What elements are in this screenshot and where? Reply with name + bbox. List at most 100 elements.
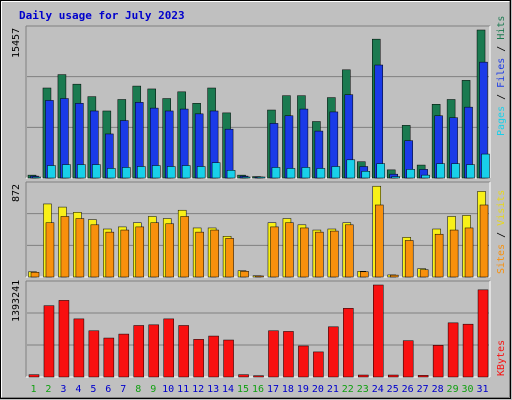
day-kbytes-bar bbox=[163, 318, 174, 378]
day-pages-bar bbox=[406, 169, 415, 179]
day-pages-bar bbox=[301, 167, 311, 179]
day-pages-bar bbox=[271, 167, 281, 179]
day-label: 17 bbox=[267, 384, 279, 395]
day-files-bar bbox=[374, 64, 384, 179]
day-pages-bar bbox=[226, 170, 236, 179]
day-kbytes-bar bbox=[43, 305, 55, 378]
day-sites-bar bbox=[45, 222, 55, 278]
day-kbytes-bar bbox=[328, 326, 339, 378]
day-kbytes-bar bbox=[73, 318, 85, 378]
day-kbytes-bar bbox=[133, 325, 145, 378]
day-pages-bar bbox=[316, 168, 326, 179]
day-label: 24 bbox=[372, 384, 384, 395]
day-label: 5 bbox=[90, 384, 96, 395]
day-label: 25 bbox=[387, 384, 399, 395]
ymax-label-visits: 872 bbox=[11, 184, 22, 202]
day-pages-bar bbox=[391, 176, 400, 179]
day-kbytes-bar bbox=[253, 375, 264, 378]
day-kbytes-bar bbox=[343, 308, 354, 378]
day-sites-bar bbox=[60, 216, 70, 278]
day-kbytes-bar bbox=[118, 333, 130, 378]
day-label: 1 bbox=[30, 384, 36, 395]
day-sites-bar bbox=[240, 271, 249, 278]
day-sites-bar bbox=[345, 224, 354, 278]
day-pages-bar bbox=[47, 165, 56, 179]
legend-hits: Hits bbox=[496, 16, 507, 40]
day-kbytes-bar bbox=[417, 375, 429, 378]
day-sites-bar bbox=[30, 272, 40, 278]
day-pages-bar bbox=[376, 163, 386, 179]
legend-sep-1: / bbox=[496, 88, 507, 106]
panel-hits-files-pages bbox=[25, 25, 491, 179]
day-label: 26 bbox=[402, 384, 414, 395]
day-pages-bar bbox=[256, 176, 266, 179]
day-sites-bar bbox=[300, 227, 309, 278]
day-sites-bar bbox=[255, 275, 264, 278]
day-label: 31 bbox=[476, 384, 488, 395]
legend-sep-2: / bbox=[496, 40, 507, 58]
day-sites-bar bbox=[210, 229, 219, 278]
day-label: 9 bbox=[150, 384, 156, 395]
day-kbytes-bar bbox=[402, 340, 414, 378]
legend-visits-sites: Sites / Visits bbox=[496, 190, 507, 274]
x-axis-day-labels: 1 2 3 4 5 6 7 8 9 10 11 12 13 14 15 16 17 18 19 20 21 22 23 24 2… bbox=[30, 384, 488, 395]
day-pages-bar bbox=[92, 164, 101, 179]
day-pages-bar bbox=[421, 174, 430, 179]
day-sites-bar bbox=[375, 204, 384, 278]
day-pages-bar bbox=[286, 168, 296, 179]
legend-hits-files-pages: Pages / Files / Hits bbox=[496, 16, 507, 136]
day-sites-bar bbox=[120, 229, 130, 278]
day-kbytes-bar bbox=[447, 322, 459, 378]
day-label: 16 bbox=[252, 384, 264, 395]
day-label: 15 bbox=[237, 384, 249, 395]
day-label: 14 bbox=[222, 384, 234, 395]
legend-files: Files bbox=[496, 58, 507, 88]
day-kbytes-bar bbox=[88, 330, 100, 378]
day-pages-bar bbox=[151, 165, 161, 179]
day-sites-bar bbox=[150, 222, 159, 278]
day-sites-bar bbox=[180, 216, 189, 278]
day-sites-bar bbox=[285, 222, 294, 278]
day-label: 23 bbox=[357, 384, 369, 395]
day-kbytes-bar bbox=[28, 374, 40, 378]
day-kbytes-bar bbox=[358, 374, 369, 378]
day-label: 22 bbox=[342, 384, 354, 395]
day-pages-bar bbox=[122, 167, 131, 179]
day-sites-bar bbox=[165, 223, 174, 278]
day-label: 19 bbox=[297, 384, 309, 395]
day-label: 21 bbox=[327, 384, 339, 395]
legend-kbytes-wrap: KBytes bbox=[496, 340, 507, 376]
day-label: 10 bbox=[162, 384, 174, 395]
day-pages-bar bbox=[211, 162, 221, 179]
day-sites-bar bbox=[105, 231, 115, 278]
day-label: 13 bbox=[207, 384, 219, 395]
legend-pages: Pages bbox=[496, 106, 507, 136]
day-kbytes-bar bbox=[268, 330, 279, 378]
day-pages-bar bbox=[166, 166, 176, 179]
day-pages-bar bbox=[107, 168, 116, 179]
day-label: 18 bbox=[282, 384, 294, 395]
day-sites-bar bbox=[225, 238, 234, 278]
day-pages-bar bbox=[196, 166, 206, 179]
day-pages-bar bbox=[77, 164, 86, 179]
day-pages-bar bbox=[436, 163, 445, 179]
legend-sites: Sites bbox=[496, 244, 507, 274]
day-sites-bar bbox=[270, 226, 279, 278]
day-kbytes-bar bbox=[283, 331, 294, 378]
day-label: 2 bbox=[45, 384, 51, 395]
day-sites-bar bbox=[195, 231, 204, 278]
day-sites-bar bbox=[315, 231, 324, 278]
day-pages-bar bbox=[481, 153, 490, 179]
day-label: 20 bbox=[312, 384, 324, 395]
day-kbytes-bar bbox=[462, 323, 474, 378]
day-pages-bar bbox=[181, 165, 191, 179]
day-kbytes-bar bbox=[58, 300, 70, 378]
day-kbytes-bar bbox=[313, 351, 324, 378]
day-pages-bar bbox=[137, 166, 146, 179]
day-kbytes-bar bbox=[387, 374, 399, 378]
legend-sep-3: / bbox=[496, 226, 507, 244]
day-sites-bar bbox=[389, 274, 399, 278]
day-kbytes-bar bbox=[223, 339, 234, 378]
day-label: 4 bbox=[75, 384, 81, 395]
